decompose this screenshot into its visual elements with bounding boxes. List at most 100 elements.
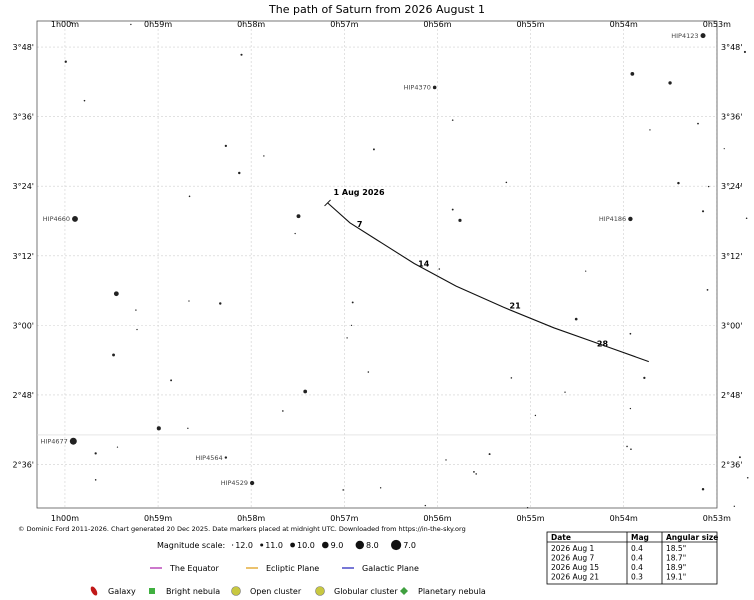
star <box>700 33 706 39</box>
y-tick-right: 3°36' <box>721 113 742 122</box>
star <box>473 470 475 473</box>
star <box>70 21 73 24</box>
bright-nebula-icon <box>149 588 155 594</box>
star <box>112 353 115 357</box>
y-tick-right: 3°48' <box>721 43 742 52</box>
legend-object-label: Galaxy <box>108 587 136 596</box>
x-tick-top: 0h54m <box>610 20 638 29</box>
open-cluster-icon <box>231 586 241 596</box>
x-tick-bottom: 1h00m <box>51 514 79 523</box>
star <box>626 445 628 448</box>
star <box>723 148 725 150</box>
star-label: HIP4677 <box>41 437 68 445</box>
y-tick-right: 2°36' <box>721 461 742 470</box>
magnitude-value: 9.0 <box>331 541 344 550</box>
globular-cluster-icon <box>315 586 325 596</box>
x-tick-top: 0h58m <box>237 20 265 29</box>
table-content: Date Mag Angular size 2026 Aug 1 0.4 18.5" 202… <box>551 533 718 582</box>
star <box>238 171 241 175</box>
x-tick-bottom: 0h55m <box>516 514 544 523</box>
galaxy-icon <box>90 586 98 596</box>
x-tick-bottom: 0h58m <box>237 514 265 523</box>
y-tick-left: 3°00' <box>13 321 34 330</box>
star <box>733 505 736 507</box>
star <box>294 232 296 235</box>
y-tick-right: 3°00' <box>721 321 742 330</box>
star <box>445 459 447 461</box>
table-header-cell: Mag <box>631 533 649 542</box>
magnitude-value: 7.0 <box>403 541 416 550</box>
star <box>701 487 705 491</box>
magnitude-value: 8.0 <box>366 541 379 550</box>
legend-object-label: Bright nebula <box>166 587 220 596</box>
star <box>738 456 741 459</box>
magnitude-scale-items: 12.0 11.0 10.0 9.0 8.0 7.0 <box>232 539 416 551</box>
magnitude-dot <box>355 540 364 550</box>
magnitude-value: 10.0 <box>297 541 315 550</box>
star <box>346 337 348 339</box>
table-cell: 2026 Aug 7 <box>551 554 594 563</box>
star-label: HIP4186 <box>599 215 626 223</box>
star <box>379 487 382 489</box>
star <box>628 216 633 222</box>
table-cell: 18.9" <box>666 563 686 572</box>
magnitude-dot <box>322 541 329 549</box>
star <box>706 289 709 291</box>
x-tick-top: 0h56m <box>423 20 451 29</box>
table-cell: 0.4 <box>631 544 643 553</box>
y-tick-left: 2°36' <box>13 461 34 470</box>
star-field: HIP4123 HIP4370 HIP4660 HIP4186 HIP4677 HIP45… <box>41 21 749 509</box>
star <box>116 446 119 448</box>
star <box>342 489 344 491</box>
x-tick-bottom: 0h54m <box>610 514 638 523</box>
table-cell: 0.4 <box>631 554 643 563</box>
star <box>701 210 705 213</box>
axis-tick-labels: 1h00m 1h00m 0h59m 0h59m 0h58m 0h58m 0h57m 0h57m… <box>13 20 743 523</box>
star <box>630 448 632 450</box>
star <box>249 480 255 486</box>
star <box>697 122 699 125</box>
star <box>240 53 243 56</box>
y-tick-left: 3°24' <box>13 182 34 191</box>
x-tick-top: 0h53m <box>703 20 731 29</box>
star <box>156 426 161 431</box>
star <box>170 379 173 382</box>
star <box>64 60 67 63</box>
y-tick-left: 3°12' <box>13 252 34 261</box>
saturn-path-line <box>327 202 649 363</box>
line-legend: The Equator Ecliptic Plane Galactic Plane <box>150 564 419 573</box>
date-marker-label: 1 Aug 2026 <box>334 188 385 197</box>
x-tick-top: 0h55m <box>516 20 544 29</box>
date-marker-label: 21 <box>510 301 522 310</box>
star <box>367 371 370 373</box>
star <box>475 473 477 475</box>
legend-line-label: Galactic Plane <box>362 564 419 573</box>
star <box>94 479 97 481</box>
table-cell: 2026 Aug 21 <box>551 573 599 582</box>
star <box>438 268 441 270</box>
saturn-path-start-tick <box>324 199 331 207</box>
star <box>372 148 375 151</box>
star-label: HIP4564 <box>195 454 222 462</box>
table-cell: 18.5" <box>666 544 686 553</box>
star <box>83 99 86 102</box>
star <box>629 407 632 410</box>
magnitude-scale-label: Magnitude scale: <box>157 541 225 550</box>
date-marker-label: 7 <box>357 220 363 229</box>
star-label: HIP4529 <box>221 479 248 487</box>
star <box>258 25 260 27</box>
legend-line-label: The Equator <box>169 564 220 573</box>
x-tick-top: 0h57m <box>330 20 358 29</box>
magnitude-legend: Magnitude scale: 12.0 11.0 10.0 9.0 8.0 7.0 <box>157 539 416 551</box>
chart-title: The path of Saturn from 2026 August 1 <box>268 3 485 16</box>
star <box>510 377 513 379</box>
star <box>432 85 437 90</box>
star <box>585 270 587 272</box>
star <box>113 291 119 297</box>
star <box>188 300 190 302</box>
x-tick-top: 1h00m <box>51 20 79 29</box>
star <box>668 81 672 85</box>
footer-credit: © Dominic Ford 2011-2026. Chart generate… <box>18 525 466 533</box>
x-tick-bottom: 0h59m <box>144 514 172 523</box>
star <box>643 376 646 380</box>
